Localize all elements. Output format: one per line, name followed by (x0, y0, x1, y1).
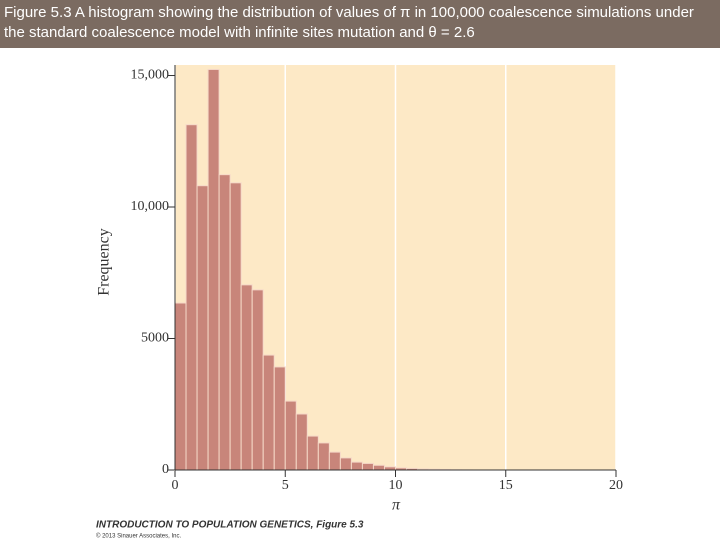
bar (185, 124, 198, 471)
x-tick-label: 15 (499, 478, 513, 493)
footer-copyright: © 2013 Sinauer Associates, Inc. (96, 533, 181, 540)
x-tick-label: 5 (282, 478, 289, 493)
bar (295, 413, 308, 471)
bar (306, 435, 319, 471)
footer-title: INTRODUCTION TO POPULATION GENETICS, Fig… (96, 520, 364, 531)
bar (273, 366, 286, 471)
x-tick-label: 0 (172, 478, 179, 493)
bar (284, 400, 297, 471)
x-tick-label: 20 (609, 478, 623, 493)
bar (196, 185, 209, 471)
y-tick-label: 15,000 (131, 68, 170, 83)
bar (207, 68, 220, 471)
bar (350, 461, 363, 471)
bar (361, 462, 374, 471)
bar (229, 182, 242, 471)
y-tick-label: 10,000 (131, 199, 170, 214)
x-axis-label: π (392, 497, 401, 514)
x-tick-label: 10 (389, 478, 403, 493)
bar (174, 302, 187, 471)
bar (339, 457, 352, 471)
y-tick-label: 5000 (141, 331, 169, 346)
bar (218, 174, 231, 471)
y-axis-label: Frequency (96, 228, 113, 296)
bar (240, 284, 253, 471)
bar (372, 464, 385, 471)
y-tick-label: 0 (162, 462, 169, 477)
bar (262, 354, 275, 471)
bar (317, 442, 330, 471)
bar (251, 289, 264, 471)
figure-caption: Figure 5.3 A histogram showing the distr… (0, 0, 720, 48)
bar (328, 451, 341, 471)
